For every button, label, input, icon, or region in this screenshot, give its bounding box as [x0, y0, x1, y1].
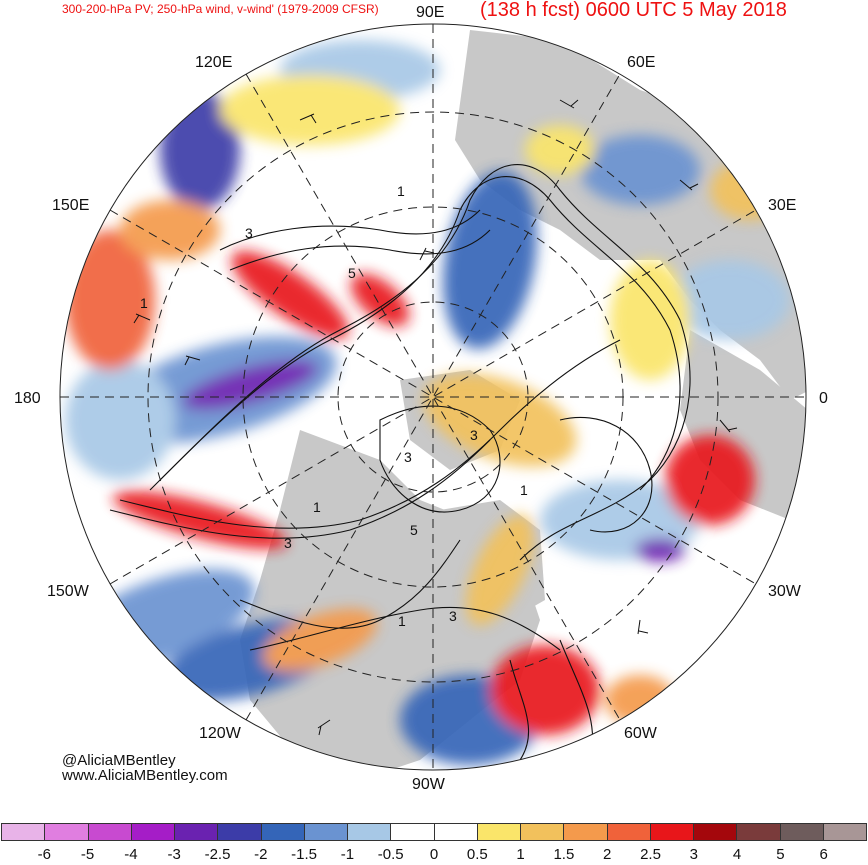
colorbar-tick-label: 2.5 — [640, 846, 661, 863]
contour-label: 3 — [245, 225, 253, 241]
contour-label: 1 — [398, 613, 406, 629]
colorbar-tick-label: -0.5 — [377, 846, 404, 863]
longitude-labels: 90E 60E 30E 0 30W 60W 90W 120W 150W 180 … — [14, 4, 828, 793]
colorbar-swatch — [737, 823, 781, 841]
colorbar-swatch — [175, 823, 219, 841]
colorbar-tick-label: 2 — [603, 846, 612, 863]
credit-twitter: @AliciaMBentley — [62, 752, 176, 769]
lon-label-60e: 60E — [627, 54, 655, 71]
colorbar-swatch — [261, 823, 305, 841]
colorbar-swatch — [564, 823, 608, 841]
colorbar-tick-label: 3 — [689, 846, 698, 863]
colorbar-swatch — [823, 823, 867, 841]
colorbar-swatch — [88, 823, 132, 841]
pv-shading — [65, 40, 790, 765]
colorbar-tick-label: -1.5 — [291, 846, 318, 863]
lon-label-30e: 30E — [768, 197, 796, 214]
map-subtitle: 300-200-hPa PV; 250-hPa wind, v-wind' (1… — [62, 2, 379, 16]
colorbar-tick-label: 4 — [732, 846, 742, 863]
colorbar — [1, 823, 867, 841]
lon-label-180: 180 — [14, 390, 41, 407]
colorbar-swatch — [521, 823, 565, 841]
lon-label-90e: 90E — [416, 4, 444, 21]
contour-label: 3 — [284, 535, 292, 551]
colorbar-swatch — [391, 823, 435, 841]
contour-labels: 1 3 5 1 3 5 1 3 1 3 1 3 — [140, 183, 528, 629]
contour-label: 3 — [449, 608, 457, 624]
lon-label-90w: 90W — [412, 776, 446, 793]
colorbar-tick-label: -3 — [167, 846, 181, 863]
lon-label-150e: 150E — [52, 197, 89, 214]
colorbar-tick-label: -4 — [124, 846, 138, 863]
colorbar-tick-label: -2 — [254, 846, 268, 863]
colorbar-tick-label: -6 — [37, 846, 51, 863]
colorbar-tick-label: -5 — [80, 846, 95, 863]
colorbar-tick-label: -2.5 — [204, 846, 231, 863]
colorbar-tick-label: -1 — [340, 846, 355, 863]
colorbar-tick-label: 5 — [776, 846, 785, 863]
contour-label: 3 — [470, 427, 478, 443]
colorbar-tick-label: 0.5 — [466, 846, 488, 863]
colorbar-swatch — [607, 823, 651, 841]
lon-label-0: 0 — [819, 390, 828, 407]
colorbar-tick-label: 0 — [429, 846, 439, 863]
contour-label: 1 — [140, 295, 148, 311]
colorbar-swatch — [45, 823, 89, 841]
colorbar-tick-label: 6 — [819, 846, 828, 863]
lon-label-30w: 30W — [768, 583, 802, 600]
colorbar-swatch — [477, 823, 521, 841]
colorbar-swatch — [218, 823, 262, 841]
colorbar-swatch — [434, 823, 478, 841]
contour-label: 1 — [397, 183, 405, 199]
lon-label-120w: 120W — [199, 725, 242, 742]
lon-label-150w: 150W — [47, 583, 90, 600]
colorbar-swatch — [650, 823, 694, 841]
contour-label: 1 — [313, 499, 321, 515]
colorbar-swatch — [131, 823, 175, 841]
contour-label: 1 — [520, 482, 528, 498]
contour-label: 5 — [348, 265, 356, 281]
contour-label: 3 — [404, 449, 412, 465]
lon-label-60w: 60W — [624, 725, 658, 742]
colorbar-swatch — [694, 823, 738, 841]
forecast-valid-time: (138 h fcst) 0600 UTC 5 May 2018 — [480, 0, 787, 21]
credit-website: www.AliciaMBentley.com — [62, 767, 228, 784]
colorbar-swatch — [304, 823, 348, 841]
colorbar-tick-label: 1.5 — [553, 846, 575, 863]
lon-label-120e: 120E — [195, 54, 232, 71]
contour-label: 5 — [410, 522, 418, 538]
lat-lon-grid — [60, 24, 806, 770]
map-boundary — [59, 23, 807, 771]
colorbar-swatch — [780, 823, 824, 841]
colorbar-tick-label: 1 — [516, 846, 525, 863]
pv-contours — [109, 164, 691, 761]
colorbar-swatch — [348, 823, 392, 841]
map-disk: 1 3 5 1 3 5 1 3 1 3 1 3 — [60, 24, 806, 770]
colorbar-swatch — [1, 823, 46, 841]
